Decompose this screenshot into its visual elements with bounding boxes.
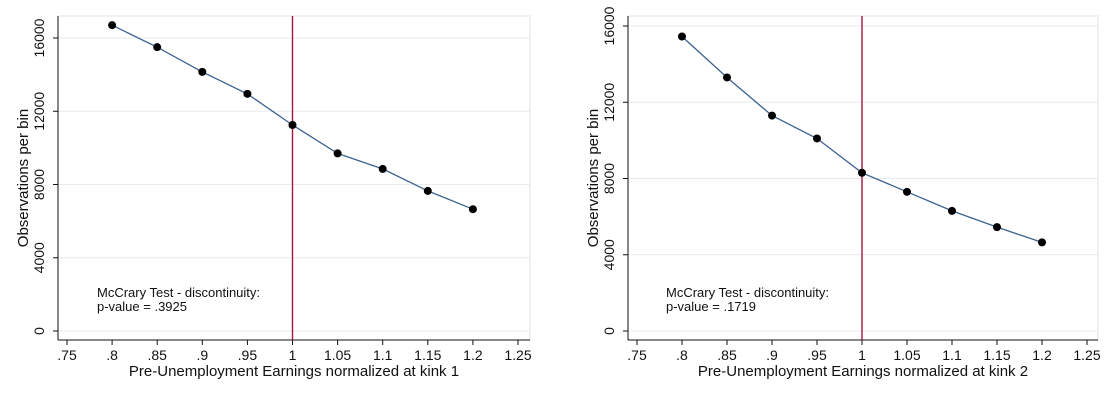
y-tick-label: 4000 (31, 242, 47, 273)
x-tick-label: .9 (196, 347, 208, 363)
x-tick-label: .75 (627, 347, 647, 363)
y-tick-label: 0 (31, 327, 47, 335)
x-axis-title: Pre-Unemployment Earnings normalized at … (129, 363, 459, 380)
y-axis-title: Observations per bin (15, 109, 32, 247)
chart-panel-kink-1: 0 4000 8000 12000 16000 .75 .8 .85 .9 .95 1 1.05 1.1… (15, 15, 532, 380)
x-tick-label: 1.25 (1073, 347, 1100, 363)
data-point (858, 168, 866, 177)
x-tick-label: 1.15 (983, 347, 1010, 363)
plot-area (57, 15, 531, 341)
data-point (948, 206, 956, 215)
x-tick-label: 1.25 (504, 347, 531, 363)
y-tick-label: 8000 (601, 163, 617, 194)
x-tick-label: .95 (238, 347, 258, 363)
x-tick-label: .75 (57, 347, 77, 363)
data-point (423, 186, 432, 195)
x-tick-label: 1.1 (942, 347, 962, 363)
x-tick-label: .85 (147, 347, 167, 363)
data-point (768, 111, 776, 120)
data-point (903, 187, 911, 196)
x-tick-label: 1 (858, 347, 866, 363)
data-point (993, 223, 1001, 232)
y-tick-label: 12000 (601, 83, 617, 122)
data-point (288, 120, 297, 129)
data-point (243, 89, 252, 98)
data-point (678, 32, 686, 41)
x-axis-title: Pre-Unemployment Earnings normalized at … (698, 363, 1028, 380)
line-chart: 0 4000 8000 12000 16000 .75 .8 .85 .9 .95 1 1.05 1.1… (585, 6, 1101, 380)
x-tick-label: 1 (289, 347, 297, 363)
x-tick-label: 1.05 (324, 347, 351, 363)
data-point (378, 164, 387, 173)
mccrary-annotation: McCrary Test - discontinuity: (97, 285, 260, 300)
data-point (813, 134, 821, 143)
x-tick-label: .9 (766, 347, 778, 363)
x-tick-label: .85 (717, 347, 737, 363)
x-tick-label: 1.15 (414, 347, 441, 363)
data-point (1038, 238, 1046, 247)
mccrary-annotation: p-value = .3925 (97, 299, 187, 314)
y-axis-title: Observations per bin (585, 109, 602, 247)
x-tick-label: .8 (106, 347, 118, 363)
mccrary-annotation: McCrary Test - discontinuity: (666, 285, 829, 300)
data-point (198, 67, 207, 76)
y-tick-label: 16000 (601, 6, 617, 45)
data-point (153, 43, 162, 52)
x-tick-label: .95 (807, 347, 827, 363)
data-point (723, 73, 731, 82)
data-point (333, 149, 342, 158)
data-point (468, 205, 477, 214)
y-tick-label: 8000 (31, 169, 47, 200)
data-point (108, 21, 117, 30)
x-tick-label: .8 (676, 347, 688, 363)
x-tick-label: 1.05 (893, 347, 920, 363)
y-tick-label: 4000 (601, 239, 617, 270)
mccrary-annotation: p-value = .1719 (666, 299, 756, 314)
y-tick-label: 16000 (31, 18, 47, 57)
x-tick-label: 1.2 (1032, 347, 1052, 363)
x-tick-label: 1.2 (463, 347, 483, 363)
line-chart: 0 4000 8000 12000 16000 .75 .8 .85 .9 .95 1 1.05 1.1… (15, 15, 532, 380)
y-tick-label: 12000 (31, 92, 47, 131)
chart-panel-kink-2: 0 4000 8000 12000 16000 .75 .8 .85 .9 .95 1 1.05 1.1… (553, 0, 1106, 394)
x-tick-label: 1.1 (373, 347, 393, 363)
y-tick-label: 0 (601, 327, 617, 335)
